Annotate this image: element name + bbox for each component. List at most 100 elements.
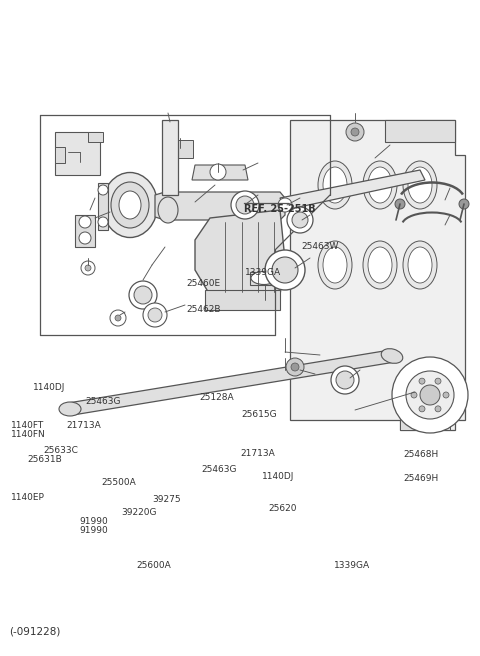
Ellipse shape xyxy=(251,272,277,285)
Ellipse shape xyxy=(408,167,432,203)
Circle shape xyxy=(406,371,454,419)
Circle shape xyxy=(292,212,308,228)
Circle shape xyxy=(134,286,152,304)
Text: 1339GA: 1339GA xyxy=(334,561,370,570)
Circle shape xyxy=(210,164,226,180)
Ellipse shape xyxy=(363,161,397,209)
Ellipse shape xyxy=(158,197,178,223)
Text: 1140DJ: 1140DJ xyxy=(33,382,65,392)
Ellipse shape xyxy=(318,161,352,209)
Ellipse shape xyxy=(318,241,352,289)
Text: 25600A: 25600A xyxy=(137,561,171,570)
Text: REF. 25-251B: REF. 25-251B xyxy=(244,203,315,214)
Text: 21713A: 21713A xyxy=(240,449,275,459)
Circle shape xyxy=(79,232,91,244)
Bar xyxy=(55,147,65,163)
Circle shape xyxy=(392,357,468,433)
Circle shape xyxy=(85,265,91,271)
Text: 1339GA: 1339GA xyxy=(245,268,281,277)
Ellipse shape xyxy=(403,241,437,289)
Bar xyxy=(88,132,103,142)
Polygon shape xyxy=(162,120,178,195)
Circle shape xyxy=(411,392,417,398)
Polygon shape xyxy=(155,192,285,220)
Circle shape xyxy=(351,128,359,136)
Circle shape xyxy=(291,363,299,371)
Bar xyxy=(165,140,193,158)
Text: 25468H: 25468H xyxy=(403,450,438,459)
Ellipse shape xyxy=(111,182,149,228)
Circle shape xyxy=(231,191,259,219)
Polygon shape xyxy=(280,170,425,210)
Bar xyxy=(75,215,95,247)
Circle shape xyxy=(115,315,121,321)
Polygon shape xyxy=(195,210,285,295)
Text: 25500A: 25500A xyxy=(102,478,136,487)
Text: 91990: 91990 xyxy=(79,525,108,535)
Text: 1140FT: 1140FT xyxy=(11,421,44,430)
Circle shape xyxy=(98,217,108,227)
Text: 25128A: 25128A xyxy=(199,393,234,402)
Text: 25469H: 25469H xyxy=(403,474,438,483)
Circle shape xyxy=(98,185,108,195)
Ellipse shape xyxy=(381,348,403,363)
Text: 91990: 91990 xyxy=(79,517,108,526)
Text: 25460E: 25460E xyxy=(186,279,220,288)
Text: 1140DJ: 1140DJ xyxy=(262,472,294,481)
Text: 25463W: 25463W xyxy=(301,242,339,251)
Circle shape xyxy=(331,366,359,394)
Ellipse shape xyxy=(368,167,392,203)
Circle shape xyxy=(420,385,440,405)
Text: 25620: 25620 xyxy=(269,504,297,513)
Ellipse shape xyxy=(103,173,157,237)
Circle shape xyxy=(443,392,449,398)
Polygon shape xyxy=(55,132,100,175)
Circle shape xyxy=(236,196,254,214)
Ellipse shape xyxy=(323,167,347,203)
Text: 25463G: 25463G xyxy=(85,397,121,406)
Text: 21713A: 21713A xyxy=(66,421,101,430)
Circle shape xyxy=(272,257,298,283)
Text: 25633C: 25633C xyxy=(43,445,78,455)
Text: (-091228): (-091228) xyxy=(10,626,61,636)
Circle shape xyxy=(286,358,304,376)
Circle shape xyxy=(129,281,157,309)
Text: 25463G: 25463G xyxy=(202,465,237,474)
Circle shape xyxy=(148,308,162,322)
Bar xyxy=(385,120,455,142)
Ellipse shape xyxy=(119,191,141,219)
Circle shape xyxy=(287,207,313,233)
Text: 39220G: 39220G xyxy=(121,508,156,518)
Circle shape xyxy=(336,371,354,389)
Circle shape xyxy=(419,406,425,412)
Ellipse shape xyxy=(368,247,392,283)
Circle shape xyxy=(110,310,126,326)
Polygon shape xyxy=(192,165,248,180)
Circle shape xyxy=(435,378,441,384)
Text: 1140FN: 1140FN xyxy=(11,430,45,440)
Text: 25631B: 25631B xyxy=(28,455,62,464)
Circle shape xyxy=(278,198,292,212)
Circle shape xyxy=(346,123,364,141)
Circle shape xyxy=(81,261,95,275)
Text: 39275: 39275 xyxy=(153,495,181,504)
Circle shape xyxy=(435,406,441,412)
Text: 25615G: 25615G xyxy=(241,410,276,419)
Circle shape xyxy=(79,216,91,228)
Polygon shape xyxy=(68,350,395,415)
Circle shape xyxy=(419,378,425,384)
Text: 25462B: 25462B xyxy=(186,305,221,314)
Ellipse shape xyxy=(408,247,432,283)
Polygon shape xyxy=(250,272,278,285)
Ellipse shape xyxy=(59,402,81,416)
Circle shape xyxy=(265,250,305,290)
Circle shape xyxy=(459,199,469,209)
Ellipse shape xyxy=(403,161,437,209)
Bar xyxy=(400,415,450,430)
Text: 1140EP: 1140EP xyxy=(11,493,45,502)
Ellipse shape xyxy=(363,241,397,289)
Polygon shape xyxy=(290,120,465,430)
Polygon shape xyxy=(98,183,108,230)
Circle shape xyxy=(143,303,167,327)
Circle shape xyxy=(395,199,405,209)
